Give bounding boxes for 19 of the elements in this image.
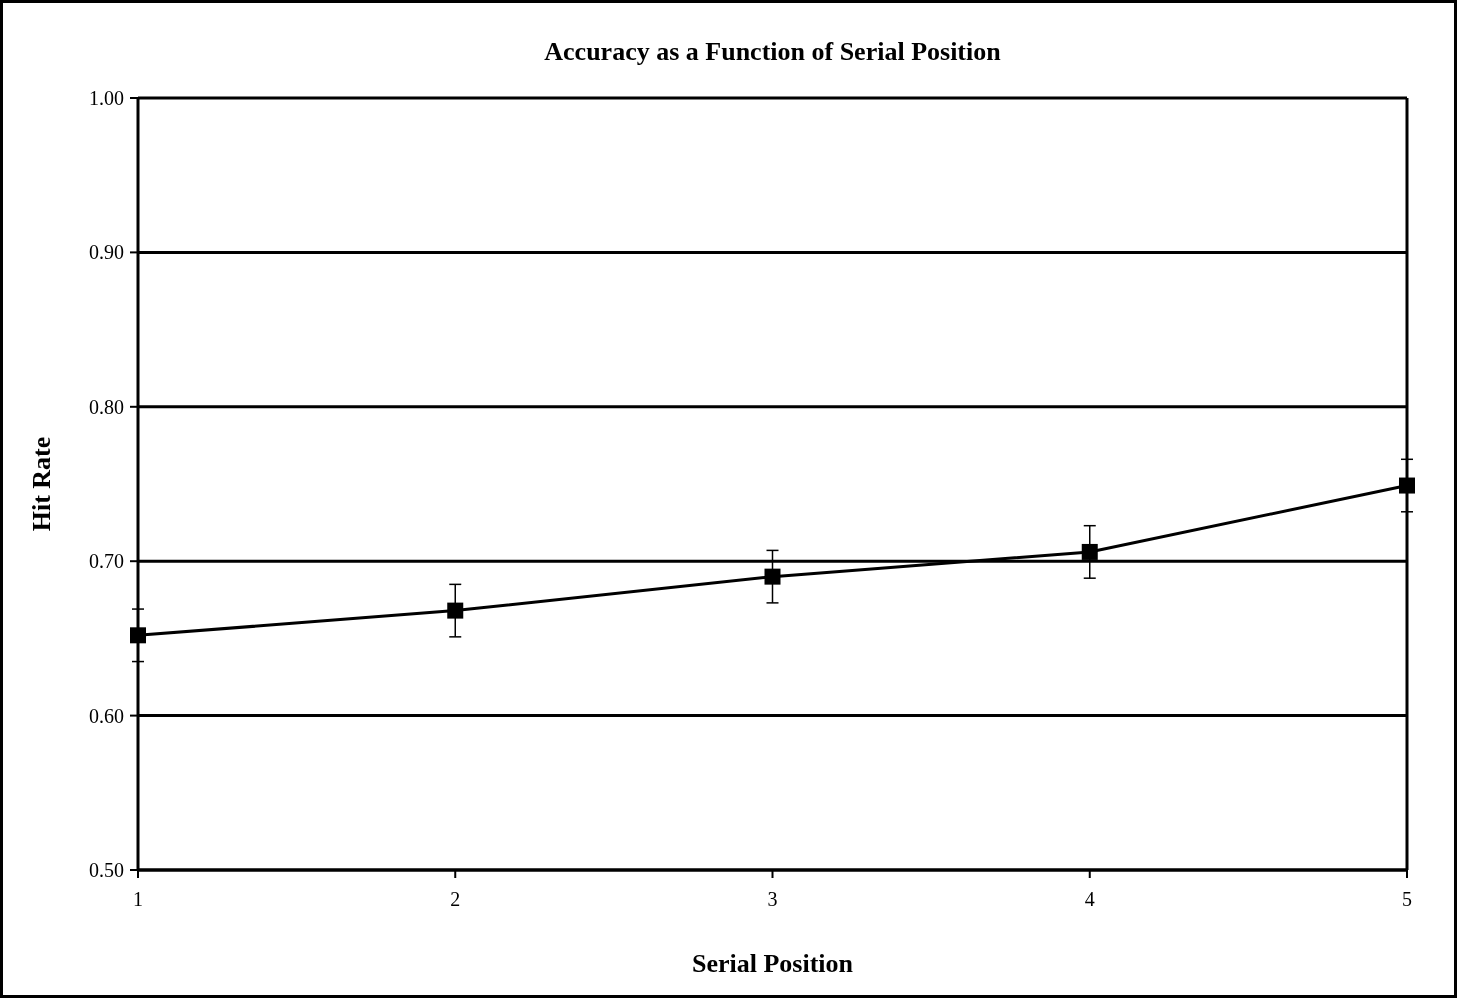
- x-axis-title: Serial Position: [691, 949, 854, 978]
- y-tick-label: 0.80: [89, 395, 124, 418]
- chart-title: Accuracy as a Function of Serial Position: [544, 37, 1002, 66]
- point: [447, 602, 464, 619]
- x-tick-label: 1: [133, 888, 143, 910]
- y-tick-label: 0.70: [89, 550, 124, 573]
- y-tick-label: 0.60: [89, 704, 124, 727]
- point: [764, 568, 781, 585]
- y-axis-title: Hit Rate: [27, 436, 56, 532]
- x-tick-label: 5: [1402, 888, 1412, 910]
- point: [1081, 543, 1098, 560]
- x-tick-label: 4: [1084, 888, 1095, 910]
- point: [130, 627, 146, 644]
- y-tick-label: 1.00: [89, 87, 124, 109]
- point: [1399, 477, 1415, 494]
- x-tick-label: 3: [767, 888, 778, 910]
- y-tick-label: 0.50: [89, 859, 124, 881]
- x-tick-label: 2: [450, 888, 461, 910]
- y-tick-label: 0.90: [89, 241, 124, 264]
